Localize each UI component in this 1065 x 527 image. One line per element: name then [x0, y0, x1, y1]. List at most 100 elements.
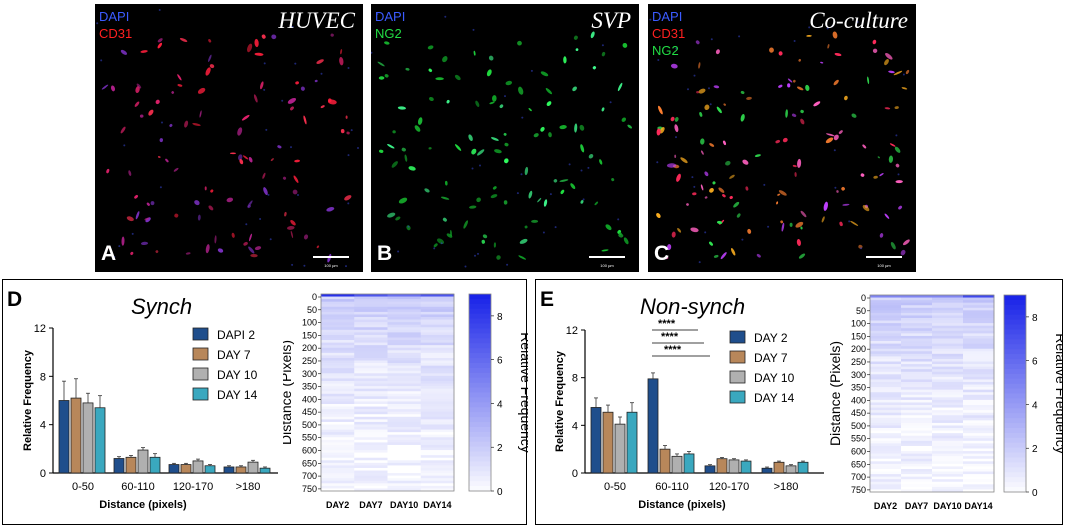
- heatmap-cell: [354, 327, 388, 331]
- heatmap-cell: [963, 476, 995, 480]
- heatmap-cell: [387, 327, 422, 331]
- nucleus: [259, 218, 262, 220]
- channel-label-cd31: CD31: [99, 26, 133, 41]
- heatmap-cell: [387, 416, 422, 420]
- legend-label: DAY 10: [217, 368, 258, 382]
- heatmap-cell: [932, 389, 964, 393]
- cell: [713, 254, 719, 258]
- heatmap-cell: [932, 338, 964, 342]
- colorbar-label: Relative Frequency: [518, 332, 528, 453]
- cell: [473, 50, 476, 56]
- cell: [540, 126, 545, 132]
- cell-cluster-image: [649, 18, 910, 264]
- heatmap-cell: [901, 300, 933, 303]
- heatmap-cell: [420, 342, 455, 346]
- heatmap-cell: [932, 297, 964, 301]
- heatmap-cell: [321, 380, 355, 384]
- y-tick-label: 300: [302, 369, 317, 379]
- heatmap-cell: [963, 430, 995, 434]
- heatmap-cell: [932, 430, 964, 434]
- heatmap-cell: [387, 296, 422, 300]
- heatmap-cell: [963, 435, 995, 439]
- nucleus: [763, 183, 766, 186]
- heatmap-cell: [420, 462, 455, 466]
- heatmap-cell: [321, 442, 355, 446]
- heatmap-cell: [932, 335, 964, 339]
- column-label: DAY10: [390, 500, 418, 510]
- heatmap-cell: [901, 353, 933, 357]
- nucleus: [477, 252, 479, 255]
- heatmap-cell: [321, 421, 355, 425]
- cell: [617, 82, 623, 92]
- heatmap-cell: [963, 392, 995, 396]
- bar: [626, 411, 638, 474]
- nucleus: [479, 164, 481, 167]
- heatmap-cell: [963, 333, 995, 337]
- heatmap-cell: [870, 415, 902, 419]
- nucleus: [833, 149, 836, 152]
- heatmap-cell: [963, 376, 995, 380]
- cell: [746, 96, 752, 100]
- cell: [320, 105, 325, 108]
- heatmap-cell: [963, 338, 995, 342]
- cell: [194, 200, 200, 206]
- heatmap-cell: [963, 371, 995, 375]
- x-tick-label: 0-50: [72, 481, 94, 493]
- heatmap-cell: [420, 383, 455, 387]
- cell: [414, 125, 421, 132]
- colorbar-segment: [1004, 339, 1026, 345]
- heatmap-cell: [387, 460, 422, 464]
- channel-label-cd31: CD31: [652, 26, 686, 41]
- cell: [666, 163, 677, 168]
- cell: [210, 189, 214, 193]
- heatmap-cell: [420, 314, 455, 318]
- heatmap-cell: [354, 332, 388, 336]
- cell: [208, 39, 212, 43]
- heatmap-cell: [321, 340, 355, 343]
- heatmap-cell: [420, 368, 455, 372]
- cell: [126, 216, 134, 222]
- heatmap-cell: [387, 380, 422, 384]
- colorbar-segment: [1004, 427, 1026, 434]
- colorbar-segment: [469, 303, 491, 310]
- cell: [454, 74, 461, 81]
- heatmap-cell: [963, 458, 995, 462]
- heatmap-cell: [420, 434, 455, 438]
- cell: [110, 85, 116, 92]
- bar: [647, 378, 659, 474]
- colorbar-segment: [1004, 314, 1026, 321]
- cell: [722, 194, 726, 198]
- colorbar-segment: [469, 358, 491, 364]
- legend-label: DAY 10: [754, 371, 795, 385]
- heatmap-cell: [963, 410, 995, 413]
- heatmap-cell: [963, 300, 995, 303]
- heatmap-cell: [932, 369, 964, 373]
- cell: [588, 154, 594, 159]
- cell: [580, 200, 584, 204]
- heatmap-cell: [387, 414, 422, 418]
- heatmap-cell: [963, 295, 995, 298]
- heatmap-cell: [901, 346, 933, 350]
- heatmap-cell: [387, 470, 422, 474]
- heatmap-cell: [387, 299, 422, 302]
- heatmap-cell: [932, 302, 964, 306]
- heatmap-cell: [420, 444, 455, 448]
- heatmap-cell: [932, 476, 964, 480]
- heatmap-cell: [870, 297, 902, 301]
- heatmap-cell: [321, 457, 355, 461]
- heatmap-cell: [354, 427, 388, 430]
- colorbar-segment: [1004, 359, 1026, 365]
- heatmap-cell: [963, 428, 995, 431]
- heatmap-cell: [932, 387, 964, 390]
- cell: [139, 114, 144, 118]
- colorbar-segment: [469, 402, 491, 408]
- cell: [528, 108, 532, 112]
- scale-bar: [589, 256, 625, 258]
- heatmap-cell: [354, 360, 388, 364]
- heatmap-cell: [387, 473, 422, 476]
- colorbar-segment: [469, 466, 491, 472]
- heatmap-cell: [354, 373, 388, 377]
- cell: [794, 172, 797, 177]
- heatmap-cell: [354, 306, 388, 310]
- heatmap-cell: [354, 470, 388, 474]
